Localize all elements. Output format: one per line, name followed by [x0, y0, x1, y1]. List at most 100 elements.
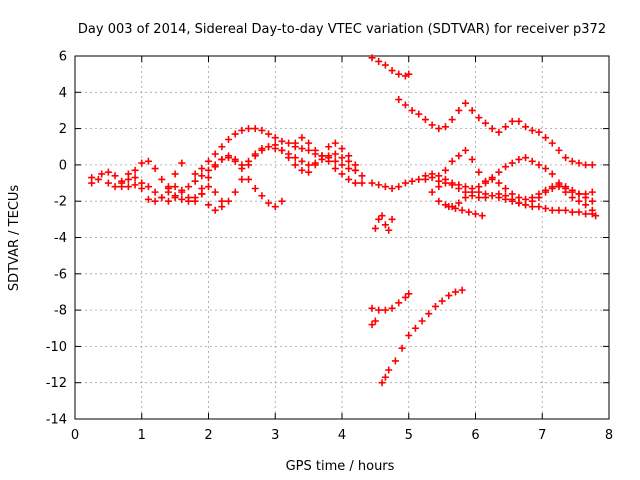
data-point-marker	[178, 188, 186, 196]
data-point-marker	[482, 194, 490, 202]
data-point-marker	[468, 106, 476, 114]
data-point-marker	[465, 208, 473, 216]
data-point-marker	[515, 194, 523, 202]
data-point-marker	[205, 183, 212, 191]
data-point-marker	[548, 139, 556, 147]
data-point-marker	[375, 57, 383, 65]
data-point-marker	[408, 177, 416, 185]
data-point-marker	[158, 194, 166, 202]
data-point-marker	[318, 152, 326, 160]
data-point-marker	[205, 201, 212, 209]
data-point-marker	[131, 181, 139, 189]
data-series	[368, 170, 600, 220]
data-point-marker	[455, 152, 463, 160]
data-point-marker	[592, 212, 600, 220]
data-point-marker	[325, 157, 333, 165]
data-point-marker	[171, 183, 179, 191]
data-point-marker	[438, 297, 446, 305]
data-point-marker	[448, 181, 456, 189]
data-point-marker	[271, 134, 279, 142]
data-point-marker	[88, 174, 96, 182]
data-point-marker	[345, 165, 353, 173]
data-point-marker	[131, 174, 139, 182]
data-point-marker	[562, 154, 570, 162]
data-point-marker	[265, 130, 273, 138]
data-point-marker	[461, 146, 469, 154]
data-point-marker	[475, 183, 483, 191]
data-point-marker	[205, 157, 212, 165]
data-point-marker	[548, 170, 556, 178]
data-point-marker	[495, 168, 503, 176]
data-point-marker	[508, 190, 516, 198]
y-tick-label: -8	[54, 304, 67, 319]
data-point-marker	[562, 206, 570, 214]
data-point-marker	[395, 299, 403, 307]
data-point-marker	[305, 161, 313, 169]
data-series	[368, 290, 413, 314]
data-point-marker	[238, 161, 246, 169]
data-point-marker	[151, 165, 159, 173]
y-tick-labels: 6 4 2 0 -2 -4 -6 -8 -10 -12 -14	[46, 50, 67, 428]
data-point-marker	[331, 157, 339, 165]
data-point-marker	[495, 190, 503, 198]
data-point-marker	[298, 145, 306, 153]
data-point-marker	[104, 179, 112, 187]
data-point-marker	[568, 157, 576, 165]
data-point-marker	[575, 190, 583, 198]
data-point-marker	[358, 172, 366, 180]
data-point-marker	[535, 203, 543, 211]
data-point-marker	[385, 366, 393, 374]
data-point-marker	[555, 181, 563, 189]
data-point-marker	[528, 157, 536, 165]
data-point-marker	[205, 174, 212, 182]
data-point-marker	[251, 184, 259, 192]
data-point-marker	[441, 123, 449, 131]
data-point-marker	[305, 146, 313, 154]
data-point-marker	[535, 190, 543, 198]
data-point-marker	[461, 194, 469, 202]
data-point-marker	[575, 208, 583, 216]
axis-ticks	[74, 55, 610, 420]
data-point-marker	[458, 286, 466, 294]
data-point-marker	[258, 192, 266, 200]
data-point-marker	[171, 194, 179, 202]
data-series	[368, 317, 379, 329]
x-tick-label: 2	[204, 428, 212, 443]
data-point-marker	[458, 206, 466, 214]
data-point-marker	[435, 183, 443, 191]
x-tick-label: 4	[338, 428, 346, 443]
data-point-marker	[238, 126, 246, 134]
data-point-marker	[455, 184, 463, 192]
data-point-marker	[298, 157, 306, 165]
data-point-marker	[251, 152, 259, 160]
data-point-marker	[445, 203, 453, 211]
data-point-marker	[205, 166, 212, 174]
data-point-marker	[94, 175, 102, 183]
data-point-marker	[568, 208, 576, 216]
data-point-marker	[568, 186, 576, 194]
data-point-marker	[278, 197, 286, 205]
data-point-marker	[575, 159, 583, 167]
data-point-marker	[351, 166, 359, 174]
data-point-marker	[144, 157, 152, 165]
data-point-marker	[425, 310, 433, 318]
data-point-marker	[198, 184, 206, 192]
data-point-marker	[582, 161, 590, 169]
data-series	[435, 175, 596, 211]
data-point-marker	[528, 194, 536, 202]
data-point-marker	[542, 186, 550, 194]
data-point-marker	[245, 161, 253, 169]
data-point-marker	[515, 117, 523, 125]
data-point-marker	[368, 179, 376, 187]
data-point-marker	[535, 161, 543, 169]
data-point-marker	[415, 110, 423, 118]
data-point-marker	[522, 123, 530, 131]
data-point-marker	[411, 324, 419, 332]
data-point-marker	[441, 166, 449, 174]
data-point-marker	[495, 128, 503, 136]
data-point-marker	[528, 126, 536, 134]
data-point-marker	[405, 70, 413, 78]
data-point-marker	[435, 197, 443, 205]
data-point-marker	[441, 179, 449, 187]
